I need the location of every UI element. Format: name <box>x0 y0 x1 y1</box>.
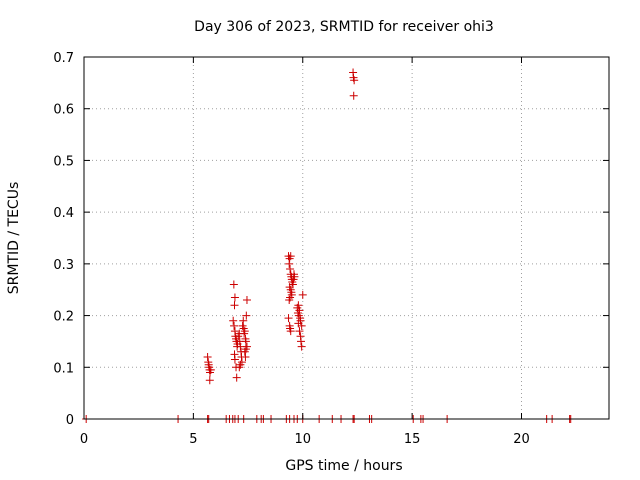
data-point <box>350 76 359 85</box>
data-point <box>229 316 238 325</box>
data-point <box>241 352 250 361</box>
data-point <box>242 296 251 305</box>
data-point <box>239 316 248 325</box>
axis-ticks: 0 0.1 0.2 0.3 0.4 0.5 0.6 0.7 0 5 10 15 20 <box>53 51 609 447</box>
data-point <box>242 342 251 351</box>
data-point <box>230 293 239 302</box>
data-point <box>284 314 293 323</box>
x-tick-label: 20 <box>513 432 530 447</box>
data-point <box>294 301 303 310</box>
y-tick-label: 0.3 <box>53 258 74 273</box>
data-point <box>286 265 295 274</box>
data-point <box>229 280 238 289</box>
x-tick-label: 10 <box>294 432 311 447</box>
data-point <box>285 259 294 268</box>
data-point <box>232 373 241 382</box>
data-point <box>298 290 307 299</box>
x-tick-label: 5 <box>189 432 197 447</box>
data-point <box>297 337 305 346</box>
data-point <box>206 365 215 374</box>
data-point <box>236 360 245 369</box>
data-point <box>289 275 298 284</box>
data-point <box>286 327 295 336</box>
data-point <box>294 319 303 328</box>
plot-frame <box>83 56 610 420</box>
grid <box>84 57 609 419</box>
data-point <box>286 293 295 302</box>
data-point <box>241 337 250 346</box>
y-tick-label: 0 <box>66 413 74 428</box>
data-point <box>230 355 239 364</box>
data-point <box>205 376 214 385</box>
y-axis-label: SRMTID / TECUs <box>6 182 22 295</box>
data-point <box>203 352 212 361</box>
x-axis-label: GPS time / hours <box>285 458 402 474</box>
x-tick-label: 0 <box>80 432 88 447</box>
data-point <box>230 321 239 330</box>
y-tick-label: 0.7 <box>53 51 74 66</box>
x-tick-label: 15 <box>404 432 421 447</box>
y-tick-label: 0.2 <box>53 310 74 325</box>
y-tick-label: 0.6 <box>53 103 74 118</box>
chart-title: Day 306 of 2023, SRMTID for receiver ohi… <box>194 19 494 35</box>
data-point <box>286 252 295 261</box>
data-point <box>295 327 304 336</box>
data-point <box>349 91 358 100</box>
y-tick-label: 0.1 <box>53 361 74 376</box>
data-point <box>230 301 239 310</box>
data-point <box>242 311 251 320</box>
y-tick-label: 0.4 <box>53 206 74 221</box>
data-point <box>297 342 306 351</box>
y-tick-label: 0.5 <box>53 154 74 169</box>
data-point <box>240 327 249 336</box>
